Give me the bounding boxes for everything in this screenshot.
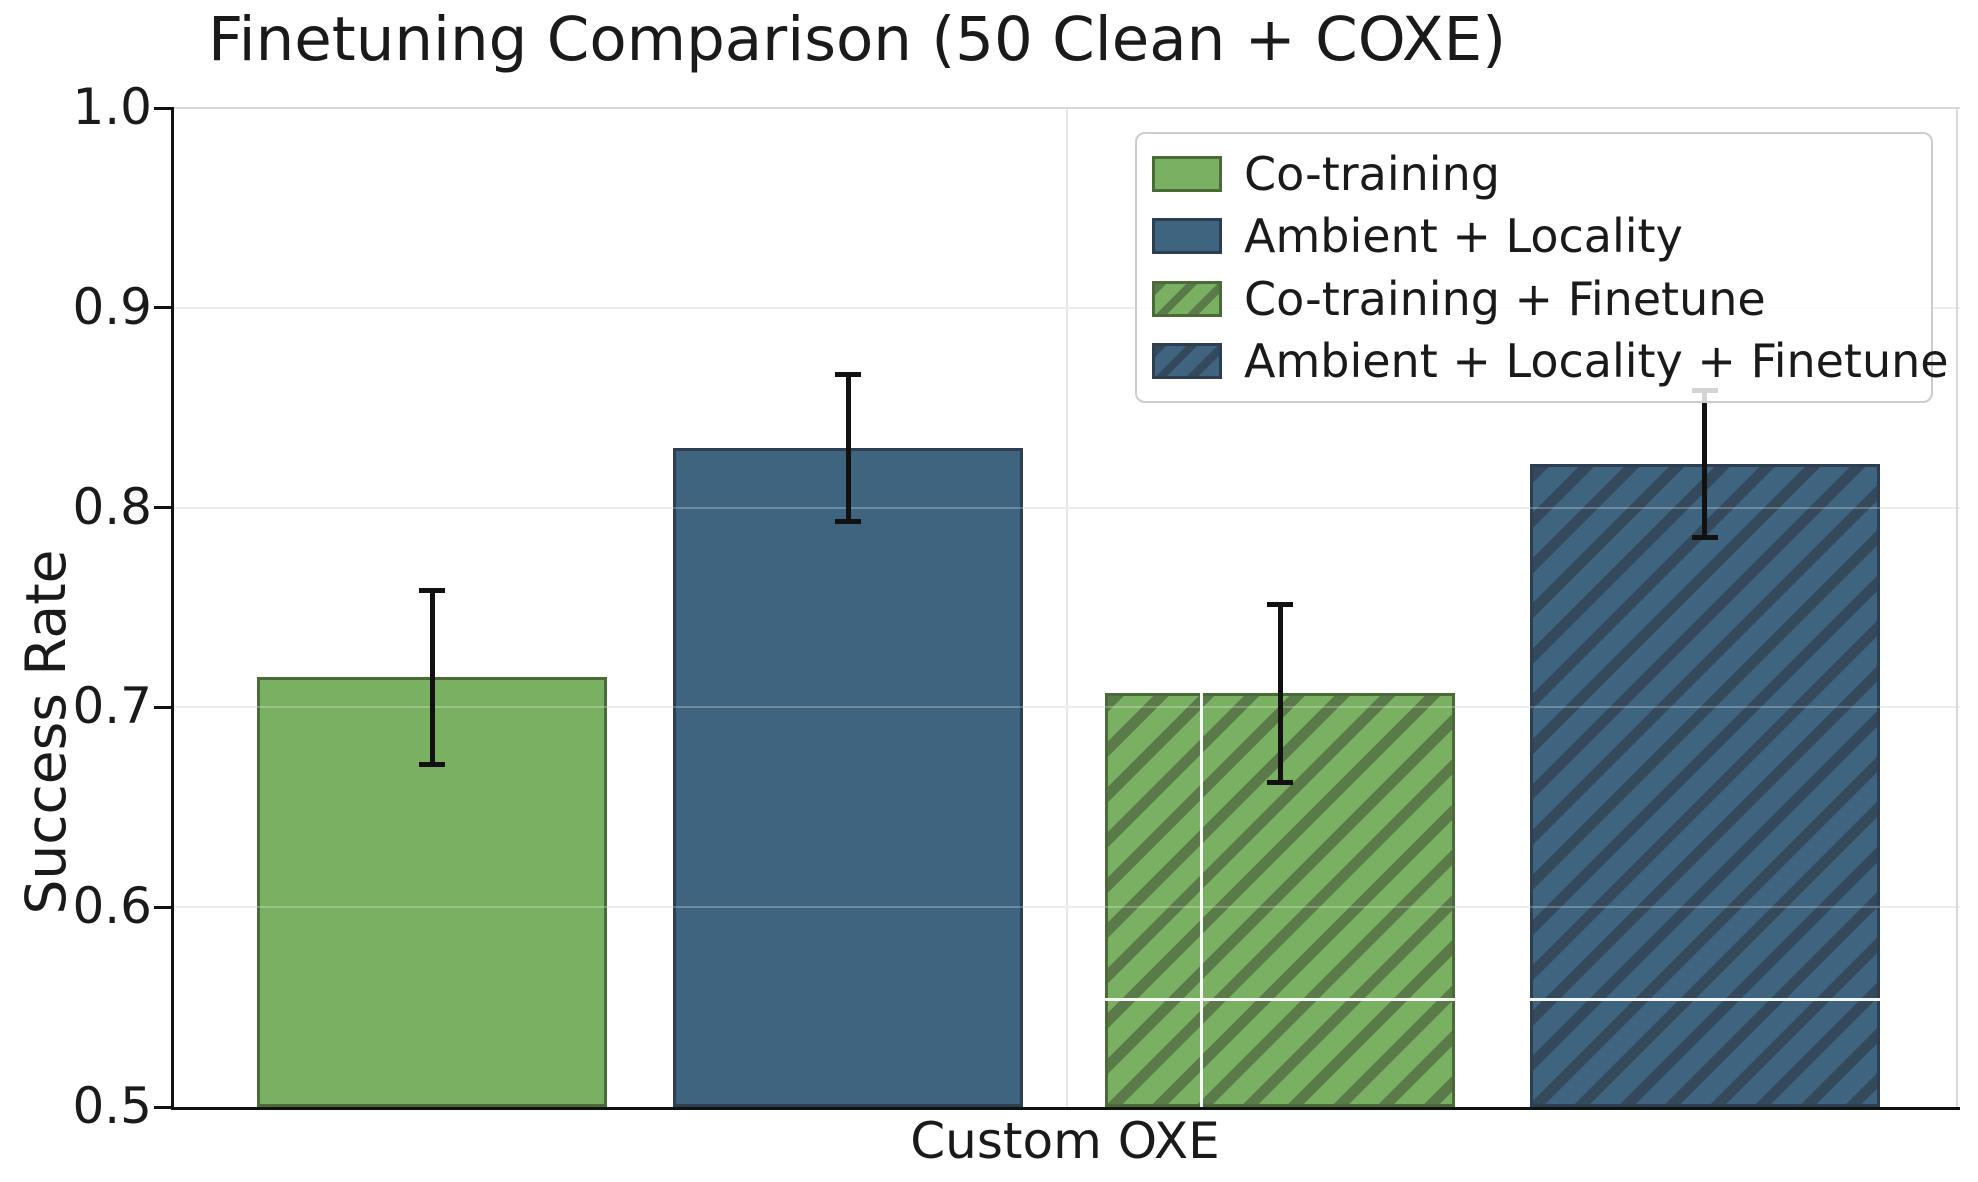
spine-bottom [171, 1107, 1960, 1110]
error-bar-line [845, 371, 851, 524]
legend-swatch-ambient-locality-finetune [1152, 343, 1222, 380]
spine-top [174, 107, 1960, 109]
y-tick-label-1.0: 1.0 [72, 78, 152, 136]
legend-swatch-co-training [1152, 155, 1222, 192]
chart-title: Finetuning Comparison (50 Clean + COXE) [207, 4, 1507, 75]
error-bar-line [1277, 601, 1283, 786]
gridline-overlay [174, 306, 1960, 309]
legend-item-ambient-locality-finetune: Ambient + Locality + Finetune [1152, 338, 1949, 384]
spine-right [1956, 108, 1958, 1107]
gridline-overlay [174, 906, 1960, 909]
white-vline-artifact [1199, 693, 1203, 1107]
error-bar-line [1702, 387, 1708, 540]
white-hline-artifact [1105, 998, 1456, 1002]
y-tick-mark [154, 905, 174, 909]
legend: Co-training Ambient + Locality Co-training… [1135, 132, 1949, 403]
x-tick-label: Custom OXE [910, 1112, 1220, 1170]
gridline-overlay [174, 506, 1960, 509]
legend-item-ambient-locality: Ambient + Locality [1152, 213, 1931, 259]
bar-ambient-locality-finetune [1529, 463, 1880, 1107]
y-tick-label-0.7: 0.7 [72, 677, 152, 736]
error-bar-cap-top [835, 371, 862, 377]
legend-swatch-co-training-finetune [1152, 280, 1222, 317]
plot-area [171, 107, 1960, 1110]
y-tick-mark [154, 306, 174, 310]
error-bar-cap-bottom [1691, 534, 1718, 540]
white-hline-artifact [1529, 998, 1880, 1002]
y-tick-mark [154, 506, 174, 510]
y-tick-mark [154, 705, 174, 709]
legend-label: Co-training [1244, 146, 1500, 201]
y-tick-label-0.6: 0.6 [72, 877, 152, 936]
y-tick-mark [154, 106, 174, 110]
legend-item-co-training-finetune: Co-training + Finetune [1152, 276, 1931, 322]
legend-label: Co-training + Finetune [1244, 271, 1766, 326]
y-tick-label-0.8: 0.8 [72, 477, 152, 536]
error-bar-cap-bottom [1267, 780, 1294, 786]
bar-co-training [257, 677, 608, 1107]
gridline-x [1066, 108, 1068, 1107]
legend-label: Ambient + Locality + Finetune [1244, 334, 1949, 389]
error-bar-cap-bottom [835, 518, 862, 524]
legend-item-co-training: Co-training [1152, 151, 1931, 197]
error-bar-cap-top [419, 587, 446, 593]
error-bar-cap-bottom [419, 762, 446, 768]
bar-ambient-locality [673, 447, 1024, 1107]
gridline-overlay [174, 706, 1960, 709]
y-tick-mark [154, 1105, 174, 1109]
error-bar-line [429, 587, 435, 768]
legend-swatch-ambient-locality [1152, 218, 1222, 255]
spine-left [171, 108, 174, 1110]
error-bar-cap-top [1267, 601, 1294, 607]
legend-label: Ambient + Locality [1244, 209, 1683, 264]
y-tick-label-0.5: 0.5 [72, 1077, 152, 1135]
y-tick-label-0.9: 0.9 [72, 277, 152, 336]
